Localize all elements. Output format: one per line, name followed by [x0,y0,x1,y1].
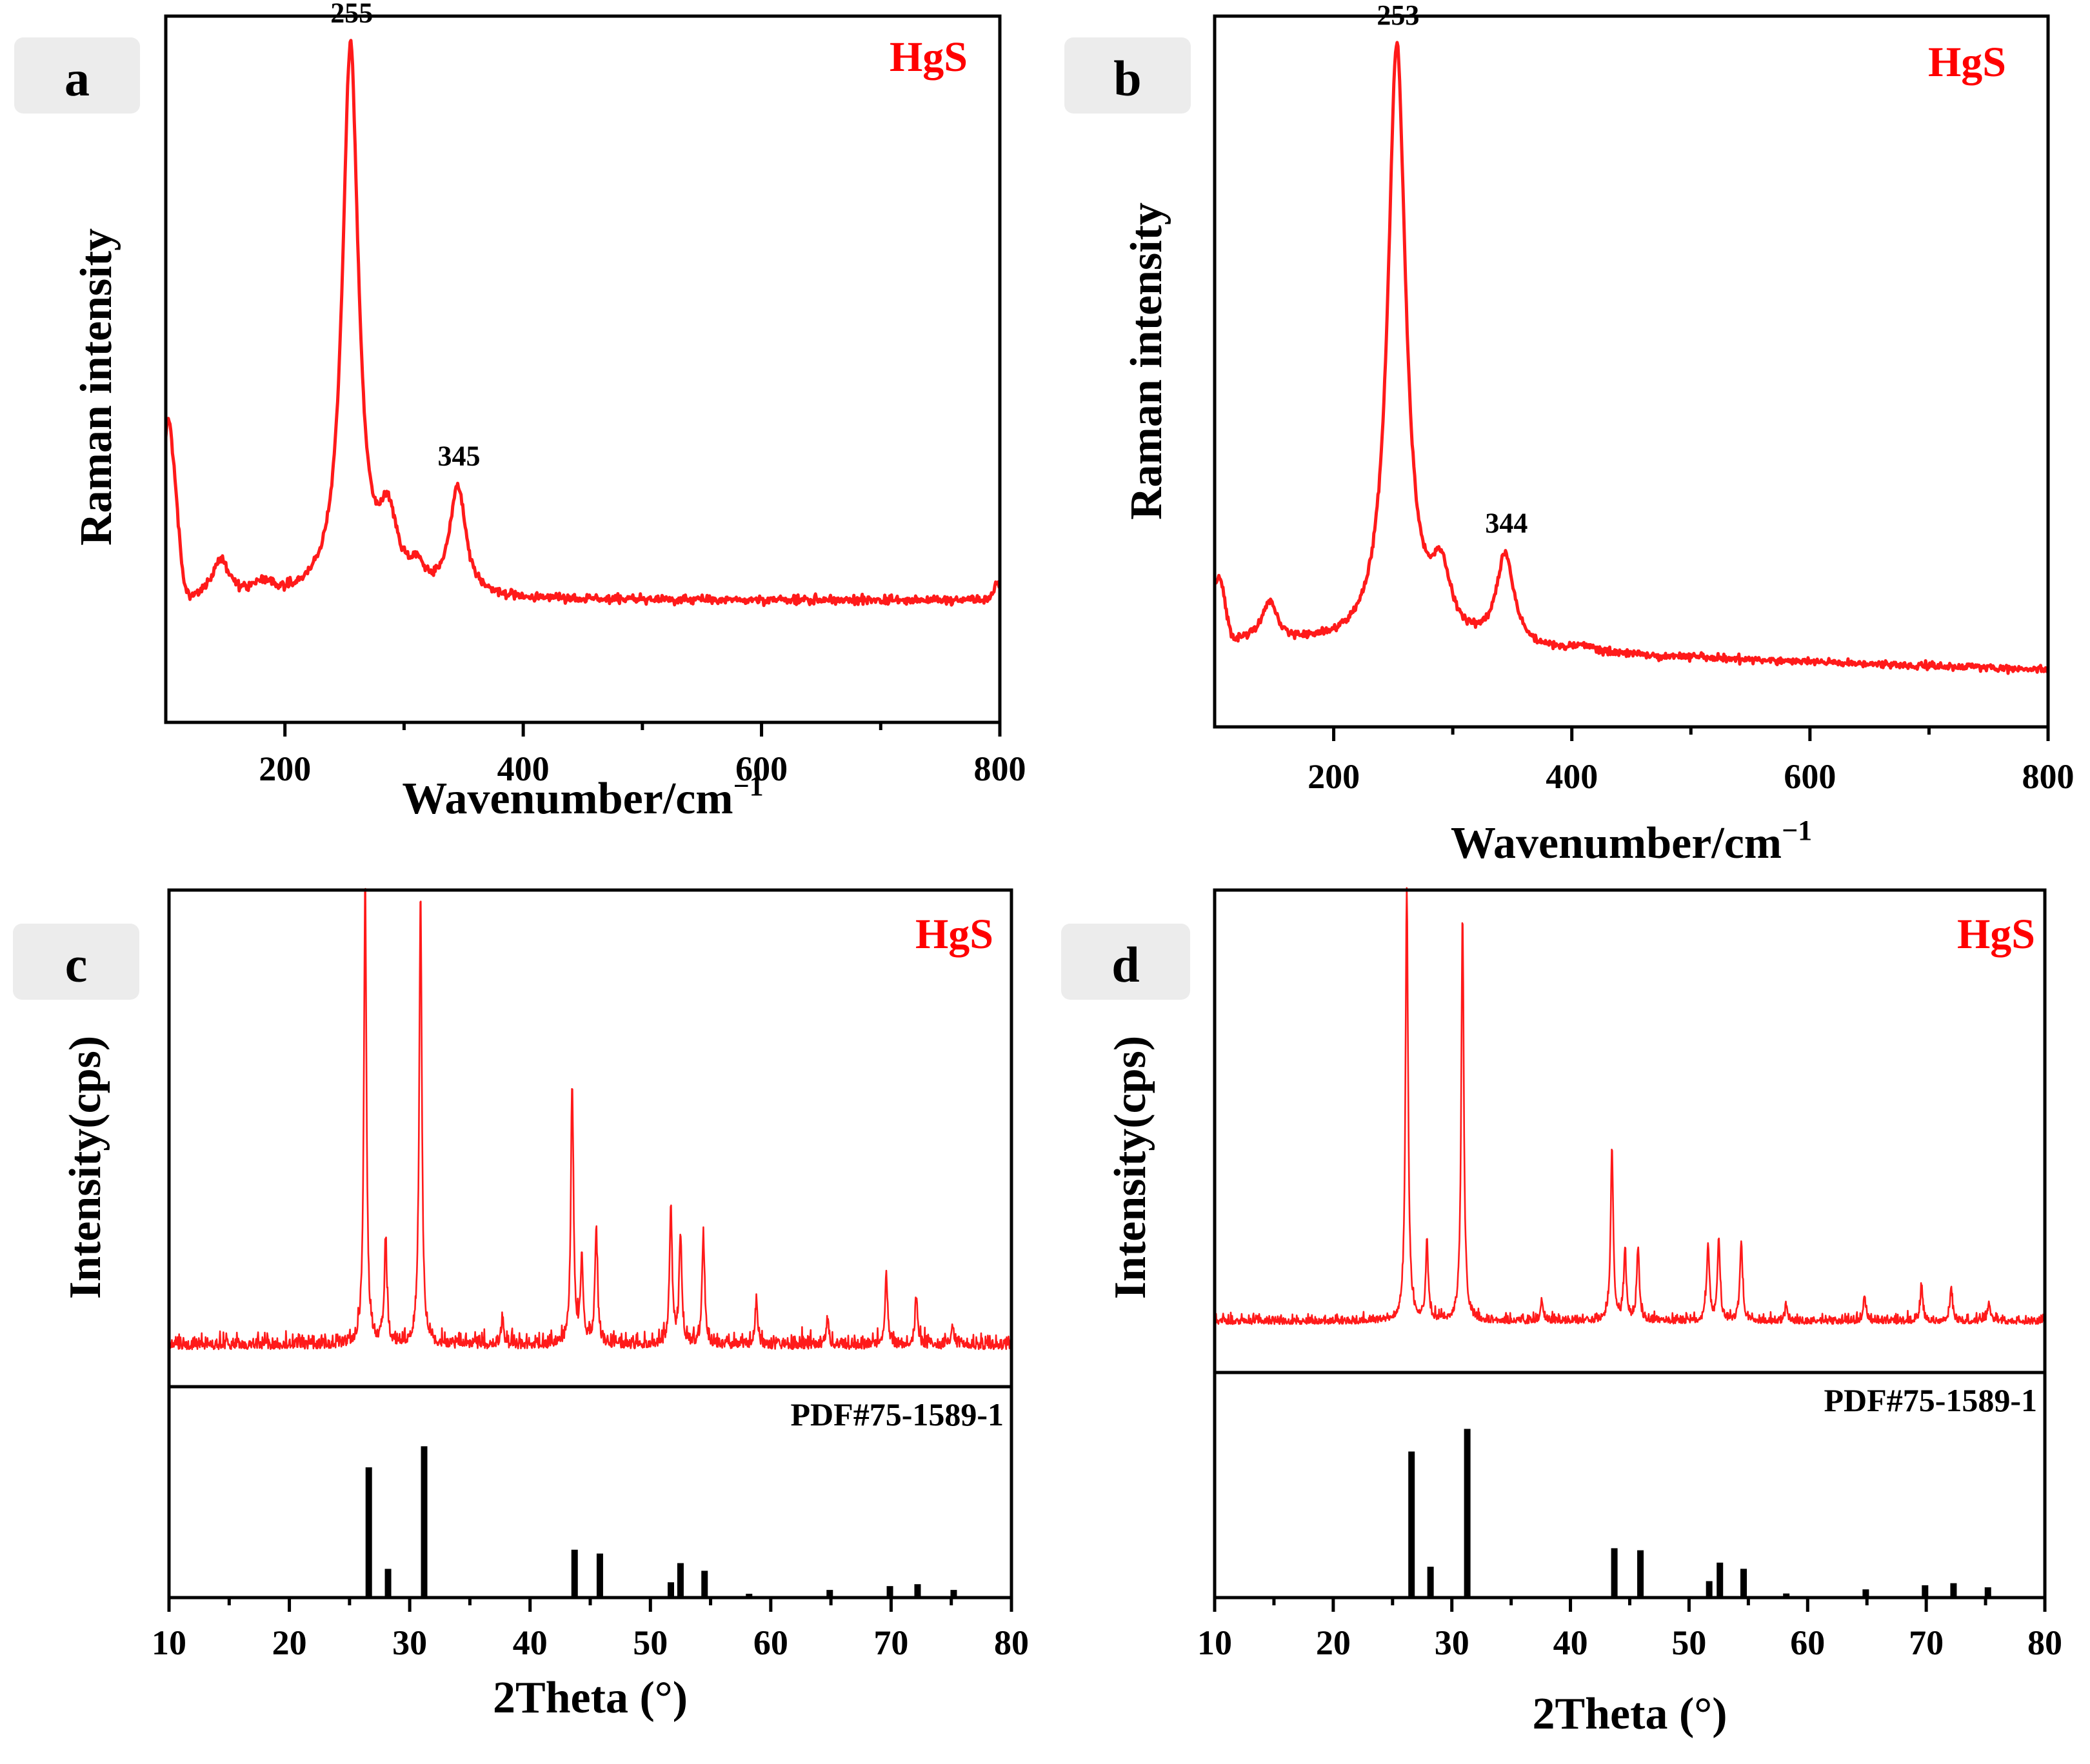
panel-label-badge [13,924,139,1000]
reference-stick [826,1590,833,1598]
x-axis-label-text: Wavenumber/cm [1451,818,1782,868]
spectrum-trace [1213,887,2046,1325]
reference-stick [571,1549,578,1598]
x-axis-label-text: 2Theta (°) [493,1673,688,1723]
x-tick-label: 80 [994,1623,1029,1662]
reference-label: PDF#75-1589-1 [791,1396,1004,1432]
peak-label: 255 [330,0,373,29]
x-tick-label: 40 [513,1623,548,1662]
reference-stick [1637,1550,1644,1598]
x-axis-label: 2Theta (°) [493,1673,688,1723]
y-axis-label: Raman intensity [72,228,121,546]
x-axis-label-superscript: −1 [1782,815,1812,846]
x-tick-label: 50 [1671,1623,1706,1662]
reference-stick [1427,1567,1434,1598]
x-axis-label-superscript: −1 [733,770,764,802]
x-tick-label: 20 [272,1623,307,1662]
x-tick-label: 200 [259,749,311,788]
reference-stick [701,1571,708,1598]
x-tick-label: 400 [497,749,550,788]
reference-stick [668,1582,675,1598]
sample-label: HgS [1957,911,2035,958]
x-tick-label: 30 [1435,1623,1469,1662]
x-tick-label: 400 [1546,757,1598,796]
reference-stick [1611,1548,1618,1598]
panel-label-badge [14,37,140,114]
reference-stick [1706,1581,1713,1598]
reference-stick [1408,1451,1415,1598]
panel-label: d [1111,937,1139,993]
reference-stick [384,1569,392,1598]
panel-a: a 200 400 600 800 Wavenumber/cm−1 Raman intens… [14,0,1026,824]
panel-b: b 200 400 600 800 Wavenumber/cm−1 Raman intens… [1064,0,2075,868]
y-axis-label: Intensity(cps) [61,1036,110,1299]
x-tick-label: 50 [633,1623,668,1662]
x-axis-label-text: Wavenumber/cm [402,774,733,824]
panel-label: c [65,937,88,993]
reference-stick [1464,1429,1471,1598]
reference-stick [914,1584,921,1598]
sample-label: HgS [1928,39,2006,86]
plot-frame [167,888,1013,1600]
reference-stick [950,1590,957,1598]
spectrum-trace [168,887,1013,1351]
x-tick-label: 70 [873,1623,908,1662]
spectrum-trace [1213,41,2049,675]
x-tick-label: 200 [1308,757,1360,796]
spectrum-trace [164,39,1002,608]
sample-label: HgS [915,911,993,958]
reference-stick [1717,1562,1724,1598]
peak-label: 344 [1485,508,1528,539]
x-tick-label: 20 [1316,1623,1351,1662]
sample-label: HgS [890,34,968,81]
reference-stick [1740,1569,1747,1598]
x-tick-label: 600 [1784,757,1836,796]
x-tick-label: 10 [152,1623,186,1662]
panel-d: d PDF#75-1589-1 10 20 30 40 50 60 70 80 2Theta (°)… [1061,887,2062,1739]
reference-stick [1783,1593,1790,1598]
reference-stick [746,1594,753,1598]
x-tick-label: 30 [392,1623,427,1662]
x-tick-label: 600 [735,749,788,788]
peak-label: 253 [1377,0,1419,31]
x-tick-label: 60 [1790,1623,1825,1662]
panel-label: a [65,50,90,106]
plot-frame [1213,888,2047,1600]
reference-stick [886,1586,893,1598]
plot-frame [164,14,1002,724]
y-axis-label: Intensity(cps) [1106,1036,1155,1299]
x-tick-label: 10 [1197,1623,1232,1662]
panel-c: c PDF#75-1589-1 10 20 30 40 50 60 70 80 2Theta (°)… [13,887,1029,1723]
peak-label: 345 [438,440,481,471]
reference-stick [596,1553,603,1598]
reference-stick [677,1563,684,1598]
reference-stick [1922,1585,1929,1598]
reference-label: PDF#75-1589-1 [1824,1382,2038,1418]
reference-stick [1984,1587,1991,1598]
x-axis-label-text: 2Theta (°) [1532,1689,1727,1739]
x-axis-label: Wavenumber/cm−1 [402,770,763,824]
x-tick-label: 800 [2022,757,2075,796]
x-tick-label: 800 [974,749,1026,788]
x-axis-label: 2Theta (°) [1532,1689,1727,1739]
x-tick-label: 70 [1909,1623,1944,1662]
y-axis-label: Raman intensity [1122,203,1171,520]
panel-label: b [1113,50,1141,106]
reference-stick [421,1446,428,1598]
reference-stick [1862,1589,1869,1598]
reference-stick [1950,1583,1957,1598]
reference-stick [365,1467,372,1598]
x-tick-label: 80 [2027,1623,2062,1662]
panel-label-badge [1061,924,1190,1000]
x-axis-label: Wavenumber/cm−1 [1451,815,1812,868]
x-tick-label: 40 [1553,1623,1588,1662]
plot-frame [1213,14,2050,729]
panel-label-badge [1064,37,1191,114]
x-tick-label: 60 [753,1623,788,1662]
